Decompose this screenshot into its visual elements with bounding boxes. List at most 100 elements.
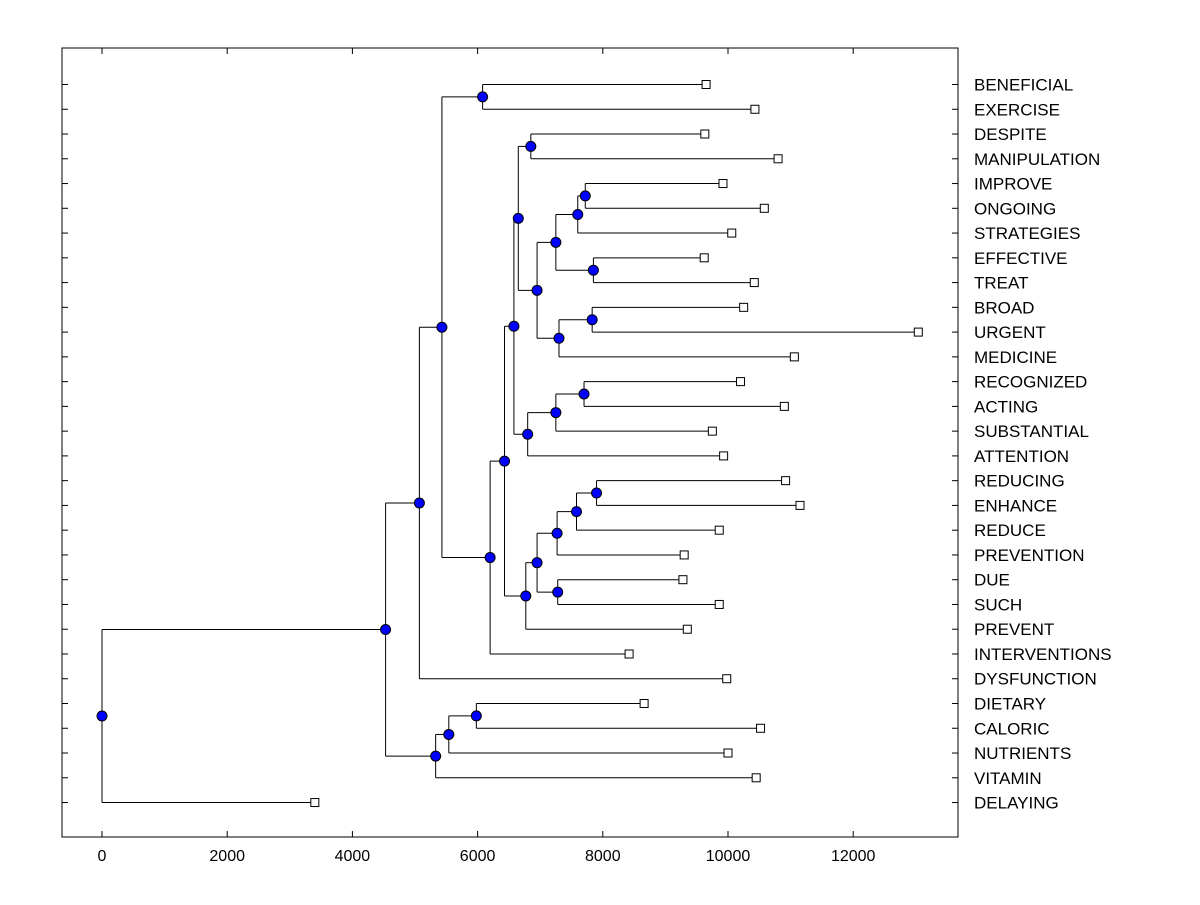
leaf-marker-dysfunction: [722, 674, 732, 684]
leaf-label-prevent: PREVENT: [974, 620, 1054, 639]
merge-node-17: [552, 586, 564, 598]
leaf-marker-enhance: [795, 500, 805, 510]
leaf-label-treat: TREAT: [974, 274, 1028, 293]
leaf-marker-medicine: [789, 352, 799, 362]
x-tick-label-10000: 10000: [706, 848, 751, 865]
merge-node-25: [443, 728, 455, 740]
leaf-marker-exercise: [750, 104, 760, 114]
leaf-marker-treat: [749, 278, 759, 288]
x-tick-label-12000: 12000: [831, 848, 876, 865]
merge-node-14: [591, 487, 603, 499]
leaf-label-delaying: DELAYING: [974, 794, 1059, 813]
leaf-marker-strategies: [727, 228, 737, 238]
merge-node-24: [470, 710, 482, 722]
leaf-label-broad: BROAD: [974, 298, 1034, 317]
merge-node-18: [531, 557, 543, 569]
merge-node-8: [531, 284, 543, 296]
merge-node-6: [586, 314, 598, 326]
merge-node-5: [550, 236, 562, 248]
leaf-marker-such: [714, 599, 724, 609]
merge-node-3: [572, 208, 584, 220]
leaf-label-acting: ACTING: [974, 397, 1038, 416]
merge-nodes: [96, 91, 603, 762]
leaf-label-substantial: SUBSTANTIAL: [974, 422, 1089, 441]
leaf-marker-urgent: [913, 327, 923, 337]
leaf-marker-dietary: [639, 699, 649, 708]
leaf-marker-prevent: [682, 624, 692, 634]
leaf-label-dysfunction: DYSFUNCTION: [974, 670, 1097, 689]
plot-frame: [61, 47, 959, 838]
leaf-label-beneficial: BENEFICIAL: [974, 76, 1073, 95]
leaf-marker-caloric: [756, 723, 766, 733]
leaf-marker-due: [678, 575, 688, 585]
leaf-marker-vitamin: [751, 773, 761, 783]
leaf-label-reducing: REDUCING: [974, 472, 1065, 491]
x-axis-ticks: 0 2000 4000 6000 8000 10000 12000: [98, 48, 876, 865]
merge-node-19: [520, 590, 532, 602]
leaf-marker-beneficial: [701, 80, 711, 89]
merge-node-16: [551, 527, 563, 539]
y-axis-ticks: [62, 84, 958, 804]
leaf-label-nutrients: NUTRIENTS: [974, 744, 1071, 763]
leaf-label-urgent: URGENT: [974, 323, 1046, 342]
merge-node-7: [553, 332, 565, 344]
x-tick-label-6000: 6000: [460, 848, 496, 865]
merge-node-1: [525, 140, 537, 152]
merge-node-12: [522, 428, 534, 440]
leaf-label-due: DUE: [974, 571, 1010, 590]
leaf-marker-prevention: [679, 550, 689, 560]
merge-node-2: [579, 190, 591, 202]
leaf-marker-broad: [739, 302, 749, 312]
merge-node-15: [571, 506, 583, 518]
leaf-marker-recognized: [736, 377, 746, 387]
leaf-marker-ongoing: [759, 203, 769, 213]
merge-node-28: [96, 710, 108, 722]
merge-node-20: [499, 455, 511, 467]
leaf-label-interventions: INTERVENTIONS: [974, 645, 1112, 664]
leaf-label-such: SUCH: [974, 595, 1022, 614]
leaf-label-exercise: EXERCISE: [974, 100, 1060, 119]
x-tick-label-0: 0: [98, 848, 107, 865]
leaf-marker-despite: [700, 129, 710, 139]
leaf-label-medicine: MEDICINE: [974, 348, 1057, 367]
leaf-label-reduce: REDUCE: [974, 521, 1046, 540]
leaf-marker-nutrients: [723, 748, 733, 758]
x-tick-label-4000: 4000: [335, 848, 371, 865]
leaf-marker-acting: [779, 401, 789, 411]
leaf-label-recognized: RECOGNIZED: [974, 373, 1087, 392]
leaf-marker-reducing: [781, 476, 791, 486]
leaf-marker-delaying: [310, 798, 320, 808]
merge-node-0: [477, 91, 489, 103]
merge-node-26: [430, 750, 442, 762]
leaf-labels: BENEFICIAL EXERCISE DESPITE MANIPULATION IMP…: [974, 76, 1112, 813]
merge-node-10: [578, 388, 590, 400]
leaf-marker-reduce: [714, 525, 724, 535]
leaf-marker-effective: [699, 253, 709, 263]
leaf-label-attention: ATTENTION: [974, 447, 1069, 466]
leaf-markers: [310, 80, 923, 808]
x-tick-label-2000: 2000: [209, 848, 245, 865]
leaf-marker-improve: [718, 179, 728, 189]
leaf-label-improve: IMPROVE: [974, 175, 1052, 194]
leaf-marker-substantial: [707, 426, 717, 436]
leaf-label-strategies: STRATEGIES: [974, 224, 1080, 243]
leaf-label-effective: EFFECTIVE: [974, 249, 1068, 268]
merge-node-4: [587, 264, 599, 276]
merge-node-27: [380, 624, 392, 636]
leaf-label-ongoing: ONGOING: [974, 199, 1056, 218]
leaf-label-enhance: ENHANCE: [974, 496, 1057, 515]
leaf-label-vitamin: VITAMIN: [974, 769, 1042, 788]
merge-node-13: [508, 320, 520, 332]
tree-branches: [101, 84, 919, 804]
leaf-marker-interventions: [624, 649, 634, 659]
leaf-label-dietary: DIETARY: [974, 695, 1046, 714]
leaf-label-prevention: PREVENTION: [974, 546, 1085, 565]
leaf-label-despite: DESPITE: [974, 125, 1047, 144]
merge-node-11: [550, 407, 562, 419]
merge-node-23: [413, 497, 425, 509]
leaf-marker-manipulation: [773, 154, 783, 164]
merge-node-22: [436, 321, 448, 333]
x-tick-label-8000: 8000: [585, 848, 621, 865]
